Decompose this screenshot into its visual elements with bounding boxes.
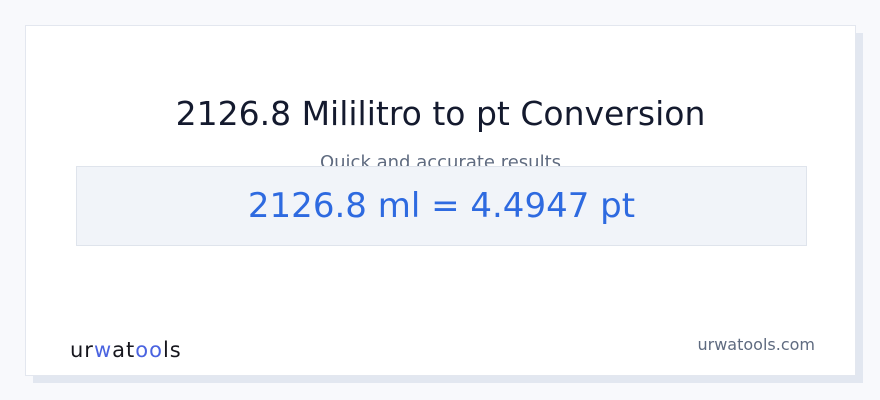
logo: urwatools	[70, 338, 182, 362]
page-title: 2126.8 Mililitro to pt Conversion	[175, 94, 706, 133]
result-text: 2126.8 ml = 4.4947 pt	[247, 186, 636, 226]
logo-part: ls	[162, 338, 182, 362]
logo-part: w	[93, 338, 113, 362]
conversion-result: 2126.8 ml = 4.4947 pt	[76, 166, 807, 246]
logo-part: t	[126, 338, 136, 362]
logo-part: oo	[135, 338, 163, 362]
logo-part: ur	[70, 338, 94, 362]
site-link[interactable]: urwatools.com	[697, 335, 816, 354]
logo-part: a	[112, 338, 127, 362]
conversion-card: 2126.8 Mililitro to pt Conversion Quick …	[25, 25, 856, 376]
